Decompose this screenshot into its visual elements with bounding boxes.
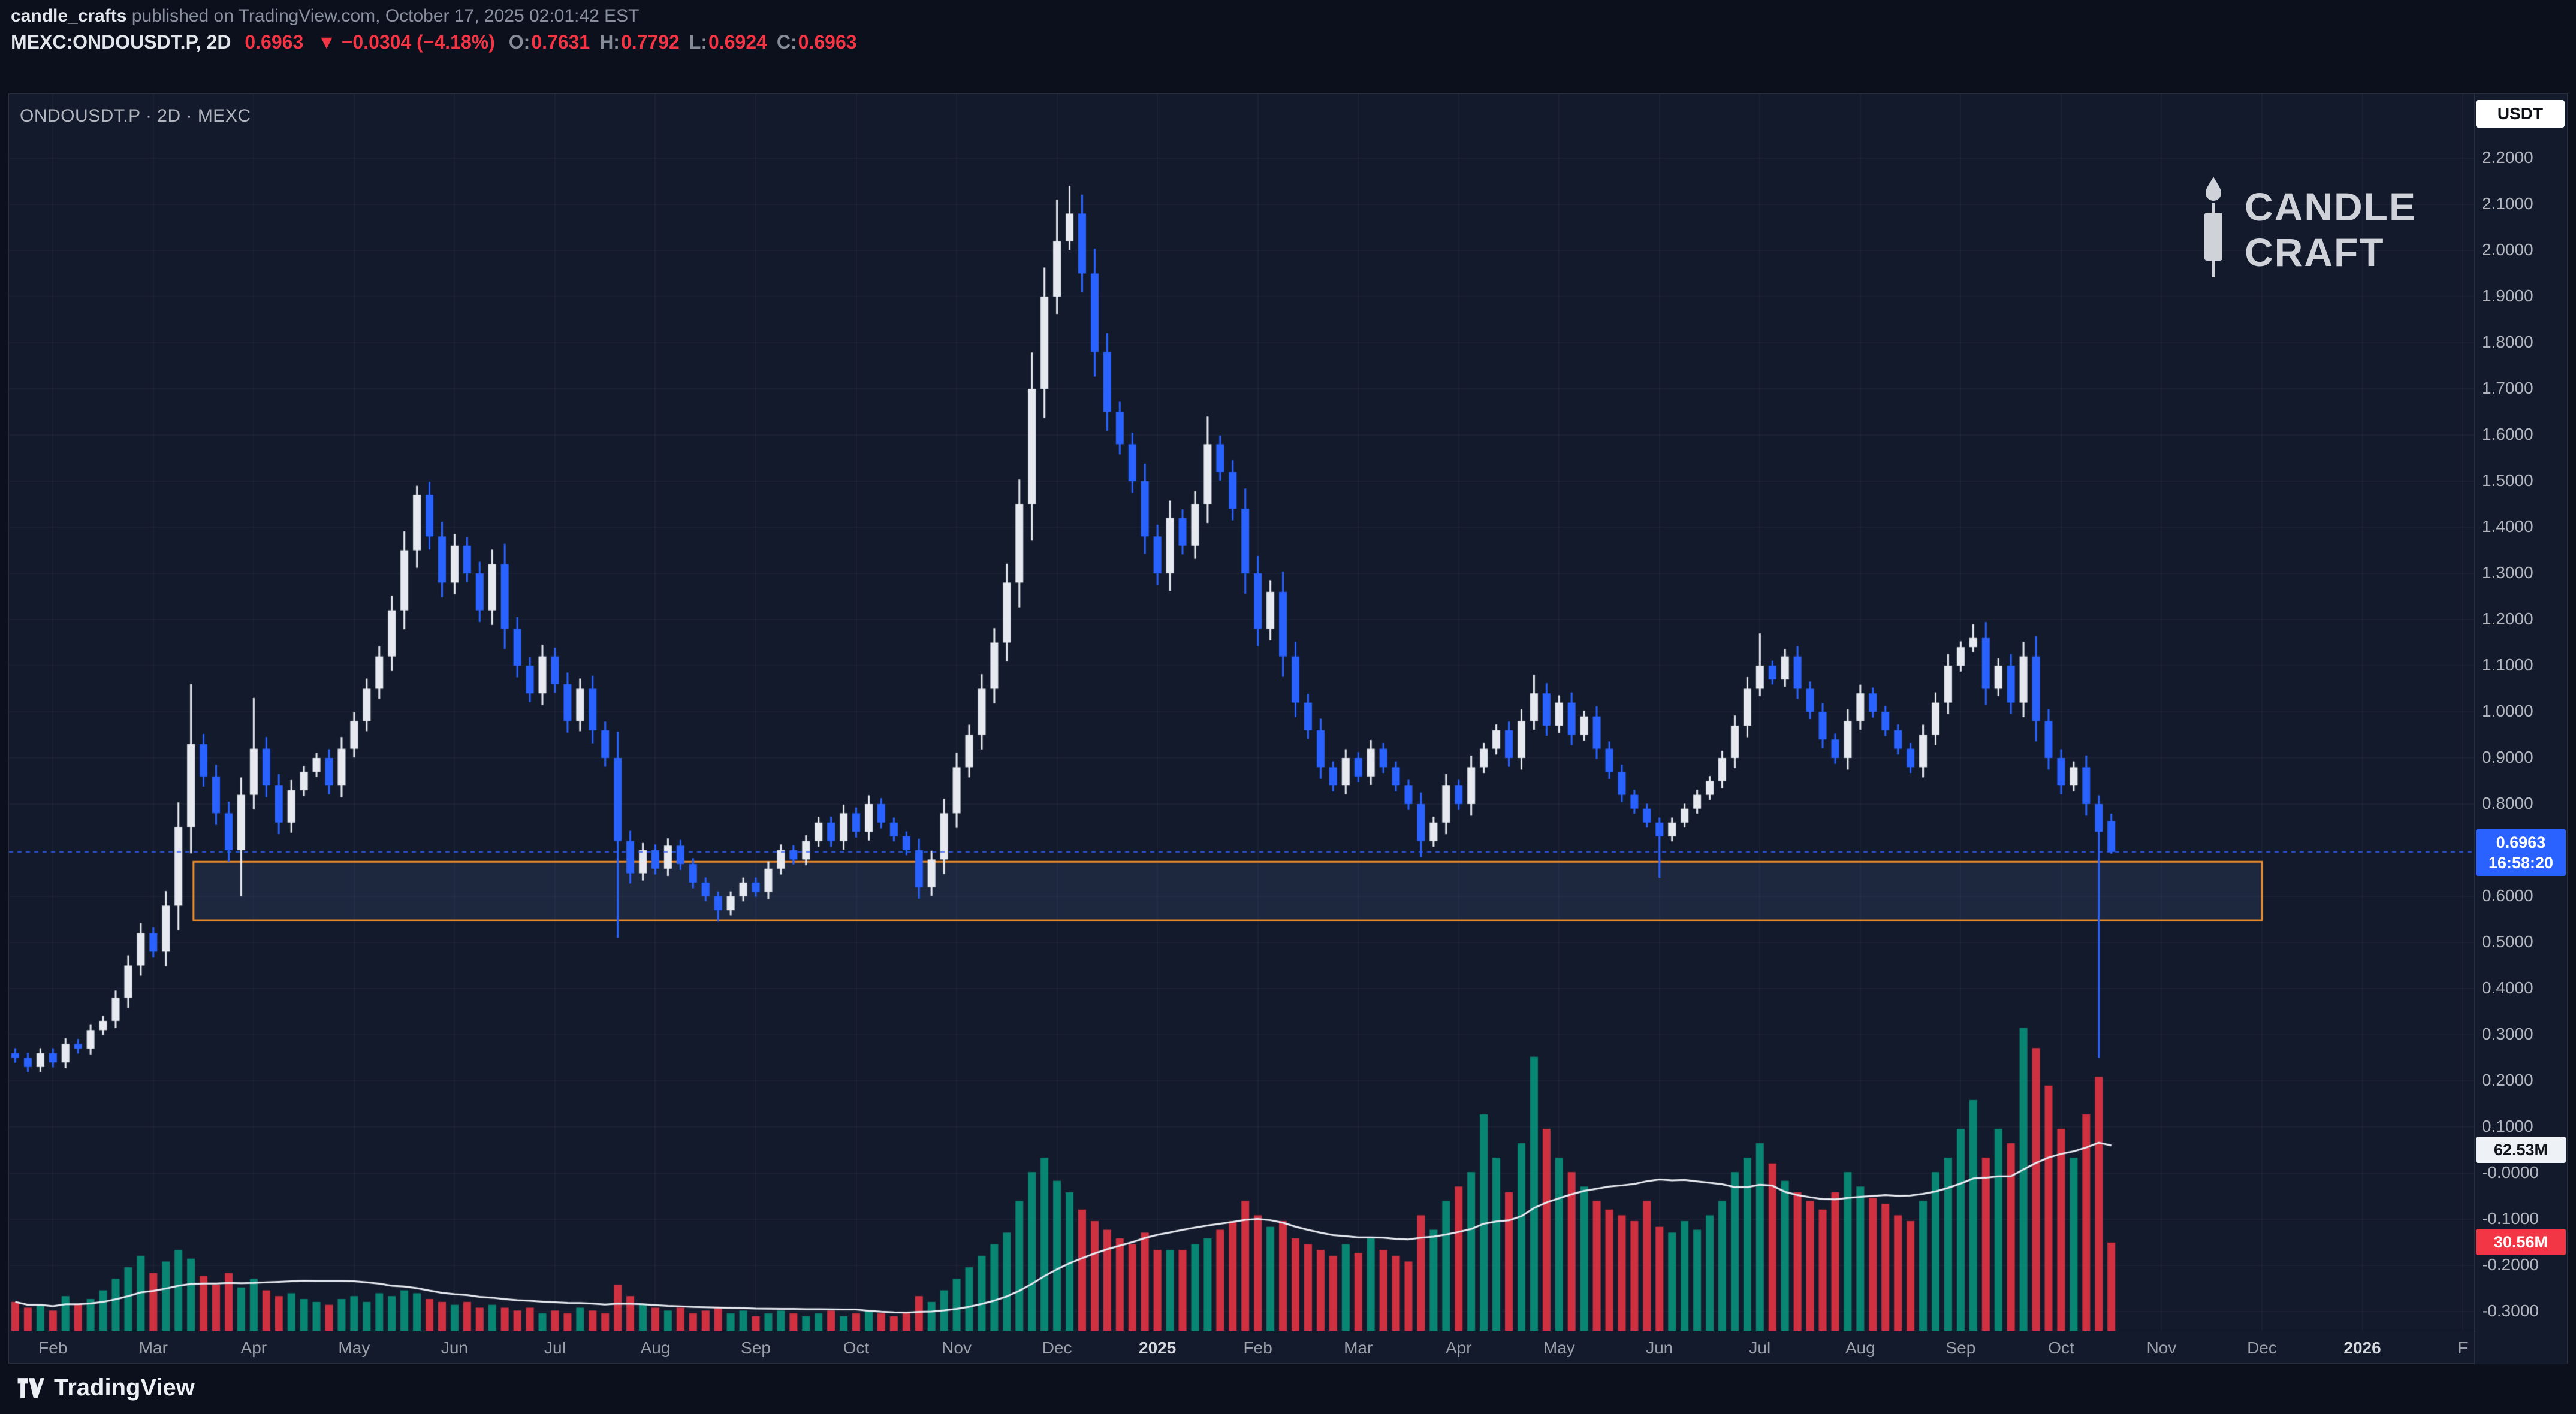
price-axis-label: 1.4000 <box>2482 517 2533 536</box>
time-axis-label: Mar <box>1344 1339 1373 1357</box>
chart-widget: ONDOUSDT.P · 2D · MEXC CANDLE CRAFT USDT… <box>8 93 2568 1364</box>
price-axis-label: 1.2000 <box>2482 609 2533 628</box>
price-change: ▼ −0.0304 (−4.18%) <box>317 31 495 53</box>
time-axis-label: May <box>338 1339 370 1357</box>
byline-text: published on TradingView.com, October 17… <box>126 6 640 26</box>
time-axis-label: Jul <box>1749 1339 1771 1357</box>
ohlc-label: C: <box>776 31 797 53</box>
time-axis-label: Sep <box>1945 1339 1976 1357</box>
time-axis-label: Nov <box>942 1339 972 1357</box>
ohlc-value: 0.7792 <box>620 31 680 53</box>
currency-badge: USDT <box>2476 100 2565 128</box>
price-axis-label: 0.9000 <box>2482 748 2533 766</box>
ohlc-value: 0.6924 <box>708 31 767 53</box>
author-name[interactable]: candle_crafts <box>11 6 127 26</box>
ohlc-label: O: <box>508 31 530 53</box>
price-axis-label: 2.2000 <box>2482 148 2533 167</box>
footer-bar: TradingView <box>0 1368 2576 1414</box>
current-price-badge: 0.6963 16:58:20 <box>2476 829 2566 876</box>
volume-badge: 30.56M <box>2476 1229 2566 1255</box>
price-axis-label: 1.1000 <box>2482 655 2533 674</box>
time-axis-label: Apr <box>1445 1339 1472 1357</box>
price-axis-label: 2.1000 <box>2482 194 2533 213</box>
time-axis-label: Aug <box>1845 1339 1875 1357</box>
byline: candle_crafts published on TradingView.c… <box>11 6 639 26</box>
time-axis-label: Jul <box>544 1339 566 1357</box>
time-axis-label: Dec <box>1042 1339 1072 1357</box>
price-axis-label: 1.0000 <box>2482 702 2533 720</box>
price-axis-label: 0.4000 <box>2482 978 2533 997</box>
time-axis-label: Apr <box>240 1339 267 1357</box>
time-axis-label: Jun <box>441 1339 468 1357</box>
candle-icon <box>2204 177 2222 277</box>
time-axis-label: F <box>2457 1339 2468 1357</box>
time-axis-label: 2026 <box>2343 1339 2381 1357</box>
price-axis-label: 1.8000 <box>2482 333 2533 351</box>
symbol-title[interactable]: MEXC:ONDOUSDT.P, 2D <box>11 31 231 53</box>
bar-countdown: 16:58:20 <box>2488 854 2554 872</box>
price-axis-label: 1.3000 <box>2482 563 2533 582</box>
price-axis-label: 1.7000 <box>2482 379 2533 397</box>
chart-legend[interactable]: ONDOUSDT.P · 2D · MEXC <box>20 106 251 126</box>
candle-craft-watermark: CANDLE CRAFT <box>2195 177 2417 282</box>
time-axis-label: Aug <box>640 1339 671 1357</box>
time-axis-label: Feb <box>38 1339 68 1357</box>
time-axis-label: Nov <box>2146 1339 2177 1357</box>
time-axis-label: May <box>1543 1339 1575 1357</box>
price-axis-label: 0.3000 <box>2482 1025 2533 1043</box>
price-axis-label: 1.6000 <box>2482 425 2533 443</box>
ohlc-label: L: <box>689 31 708 53</box>
price-axis-label: 0.2000 <box>2482 1071 2533 1089</box>
time-axis[interactable]: Feb Mar Apr May Jun Jul Aug Sep Oct Nov Dec 2025 Feb… <box>9 1331 2475 1364</box>
volume-ma-badge: 62.53M <box>2476 1137 2566 1163</box>
tradingview-logo-text: TradingView <box>54 1374 195 1401</box>
price-axis-label: -0.0000 <box>2482 1163 2539 1182</box>
current-price-value: 0.6963 <box>2496 833 2546 851</box>
price-axis-label: 1.5000 <box>2482 471 2533 490</box>
time-axis-label: Dec <box>2247 1339 2277 1357</box>
price-axis-label: -0.3000 <box>2482 1301 2539 1320</box>
price-axis[interactable]: USDT 0.6963 16:58:20 62.53M 30.56M 2.200… <box>2474 94 2567 1364</box>
price-axis-label: 0.5000 <box>2482 932 2533 951</box>
price-axis-label: 0.6000 <box>2482 886 2533 905</box>
ohlc-value: 0.6963 <box>798 31 857 53</box>
time-axis-label: Feb <box>1243 1339 1272 1357</box>
watermark-text: CANDLE CRAFT <box>2245 184 2417 275</box>
watermark-line1: CANDLE <box>2245 185 2417 229</box>
last-price: 0.6963 <box>245 31 304 53</box>
price-chart-canvas[interactable] <box>9 94 2475 1331</box>
symbol-info-bar: MEXC:ONDOUSDT.P, 2D 0.6963 ▼ −0.0304 (−4… <box>11 31 875 53</box>
price-axis-label: 0.1000 <box>2482 1117 2533 1135</box>
price-axis-label: -0.2000 <box>2482 1255 2539 1274</box>
price-axis-label: 1.9000 <box>2482 286 2533 305</box>
price-axis-label: 2.0000 <box>2482 240 2533 259</box>
watermark-line2: CRAFT <box>2245 230 2385 274</box>
time-axis-label: Jun <box>1646 1339 1673 1357</box>
price-axis-label: 0.8000 <box>2482 794 2533 812</box>
ohlc-value: 0.7631 <box>531 31 590 53</box>
time-axis-label: Oct <box>2048 1339 2074 1357</box>
time-axis-label: Mar <box>138 1339 168 1357</box>
tradingview-logo-icon <box>17 1377 44 1398</box>
time-axis-label: Oct <box>843 1339 870 1357</box>
time-axis-label: 2025 <box>1138 1339 1177 1357</box>
time-axis-label: Sep <box>741 1339 771 1357</box>
ohlc-label: H: <box>599 31 620 53</box>
tradingview-logo[interactable]: TradingView <box>17 1374 195 1401</box>
price-axis-label: -0.1000 <box>2482 1209 2539 1228</box>
ohlc-readout: O:0.7631 H:0.7792 L:0.6924 C:0.6963 <box>509 31 867 53</box>
